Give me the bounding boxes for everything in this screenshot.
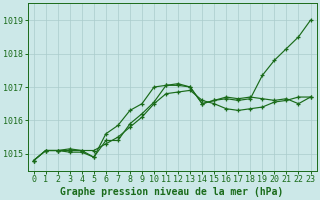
X-axis label: Graphe pression niveau de la mer (hPa): Graphe pression niveau de la mer (hPa) [60,186,284,197]
